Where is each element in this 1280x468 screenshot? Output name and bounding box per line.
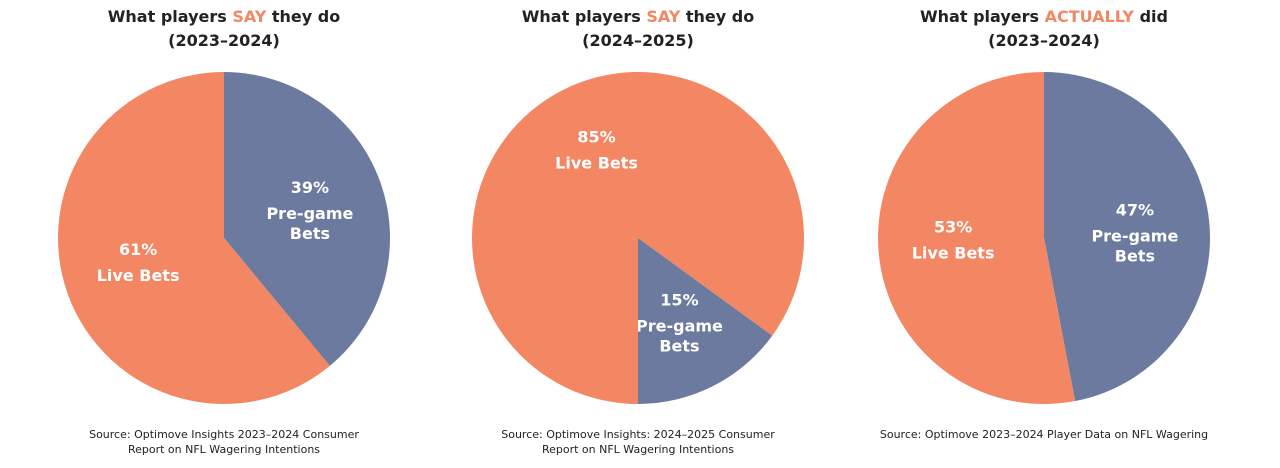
title-part: What players: [522, 7, 641, 26]
title-part: they do: [272, 7, 340, 26]
chart-subtitle: (2023–2024): [988, 31, 1100, 50]
chart-title: What players SAY they do: [522, 7, 754, 26]
title-part: What players: [108, 7, 227, 26]
chart-subtitle: (2024–2025): [582, 31, 694, 50]
pie-slice: [1044, 72, 1211, 402]
source-note: Source: Optimove 2023–2024 Player Data o…: [880, 428, 1208, 441]
chart-title: What players ACTUALLY did: [920, 7, 1168, 26]
chart-subtitle: (2023–2024): [168, 31, 280, 50]
source-note: Report on NFL Wagering Intentions: [542, 443, 734, 456]
title-highlight: SAY: [646, 7, 680, 26]
category-label: Live Bets: [97, 266, 180, 285]
title-highlight: SAY: [232, 7, 266, 26]
source-note: Report on NFL Wagering Intentions: [128, 443, 320, 456]
category-label: Live Bets: [555, 154, 638, 173]
category-label: Pre-game Bets: [1091, 226, 1178, 265]
value-label: 85%: [577, 128, 615, 147]
value-label: 53%: [934, 218, 972, 237]
pie-slice: [472, 71, 805, 404]
value-label: 15%: [660, 290, 698, 309]
pie-slice: [57, 72, 330, 404]
pie-slice: [638, 238, 773, 404]
title-part: did: [1140, 7, 1168, 26]
pie-slice: [878, 72, 1076, 404]
source-note: Source: Optimove Insights: 2024–2025 Con…: [501, 428, 775, 441]
category-label: Pre-game Bets: [266, 204, 353, 243]
value-label: 61%: [119, 240, 157, 259]
title-highlight: ACTUALLY: [1045, 7, 1135, 26]
source-note: Source: Optimove Insights 2023–2024 Cons…: [89, 428, 359, 441]
title-part: they do: [686, 7, 754, 26]
pie-slice: [224, 72, 391, 366]
title-part: What players: [920, 7, 1039, 26]
value-label: 39%: [291, 178, 329, 197]
value-label: 47%: [1116, 200, 1154, 219]
category-label: Pre-game Bets: [636, 316, 723, 355]
chart-title: What players SAY they do: [108, 7, 340, 26]
category-label: Live Bets: [912, 244, 995, 263]
